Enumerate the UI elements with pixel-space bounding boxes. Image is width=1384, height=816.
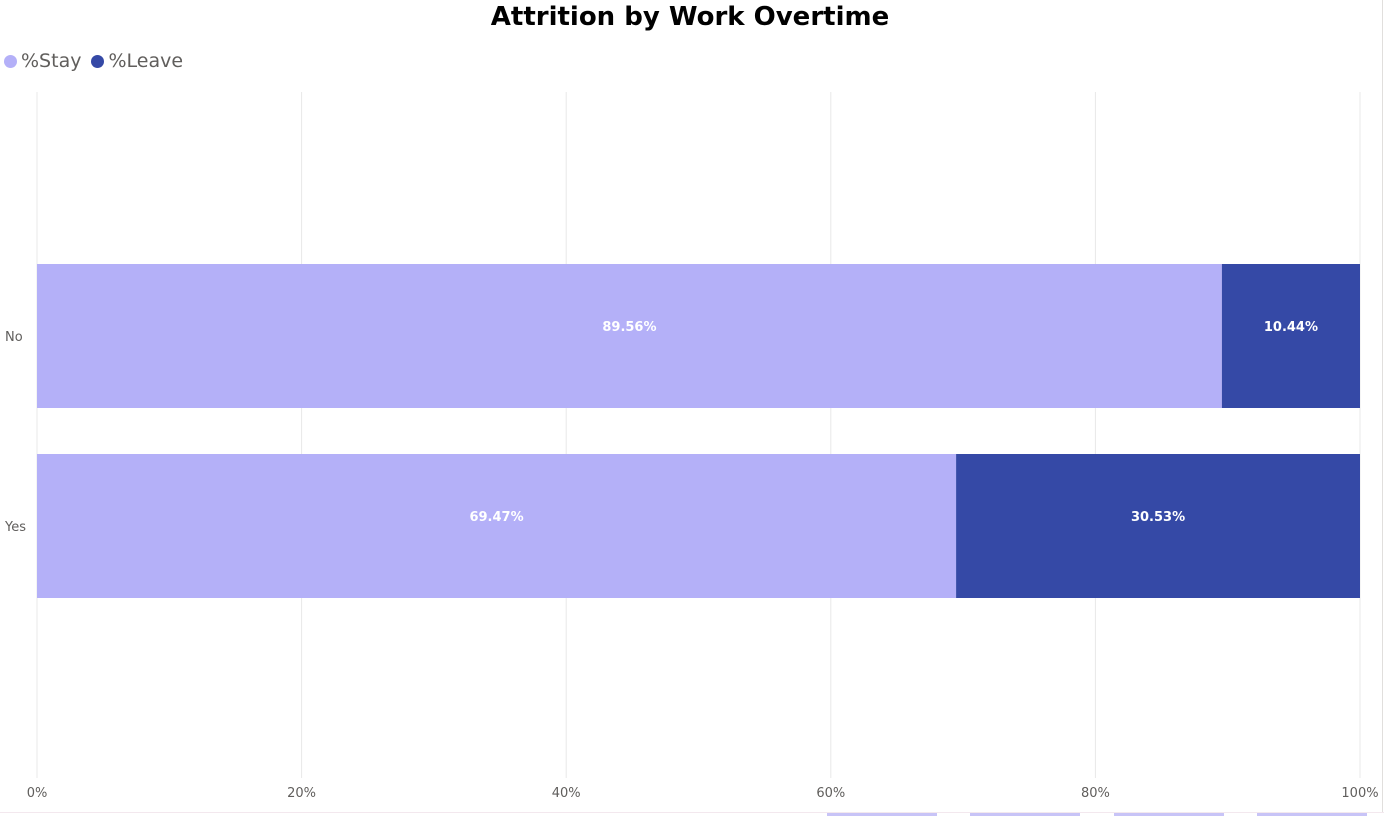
data-label: 89.56% xyxy=(602,320,656,335)
bar-segment[interactable] xyxy=(956,454,1360,598)
x-tick-label: 80% xyxy=(1081,786,1110,801)
legend: %Stay %Leave xyxy=(4,50,193,72)
bar-segment[interactable] xyxy=(37,264,1222,408)
legend-item-leave[interactable]: %Leave xyxy=(91,50,183,72)
page-tab-2[interactable] xyxy=(970,813,1080,816)
x-tick-label: 40% xyxy=(552,786,581,801)
visual-border-bottom xyxy=(0,812,1384,813)
bar-segment[interactable] xyxy=(37,454,957,598)
x-tick-label: 60% xyxy=(816,786,845,801)
page-tab-4[interactable] xyxy=(1257,813,1367,816)
legend-label-stay: %Stay xyxy=(21,50,82,72)
legend-label-leave: %Leave xyxy=(108,50,184,72)
page-tab-1[interactable] xyxy=(827,813,937,816)
page-tab-3[interactable] xyxy=(1114,813,1224,816)
legend-dot-leave-icon xyxy=(91,54,105,68)
legend-item-stay[interactable]: %Stay xyxy=(4,50,81,72)
data-label: 30.53% xyxy=(1131,510,1185,525)
visual-border-right xyxy=(1382,0,1383,812)
data-label: 10.44% xyxy=(1264,320,1318,335)
x-tick-label: 100% xyxy=(1341,786,1378,801)
data-label: 69.47% xyxy=(469,510,523,525)
x-tick-label: 0% xyxy=(27,786,48,801)
y-category-label: Yes xyxy=(4,520,26,535)
y-category-label: No xyxy=(5,330,23,345)
bar-segment[interactable] xyxy=(1221,264,1360,408)
legend-dot-stay-icon xyxy=(4,54,17,68)
x-tick-label: 20% xyxy=(287,786,316,801)
chart-title: Attrition by Work Overtime xyxy=(490,2,890,32)
